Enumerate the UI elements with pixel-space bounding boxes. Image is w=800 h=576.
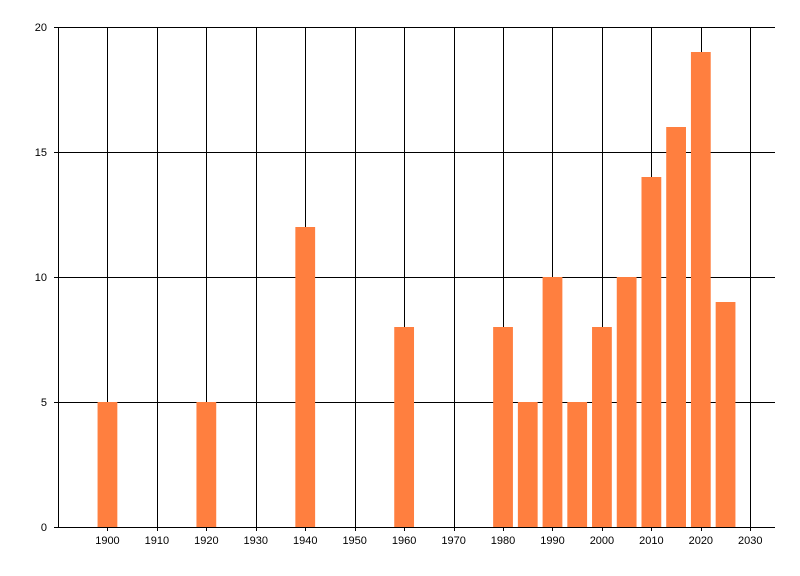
x-tick-label: 1940 (293, 535, 317, 547)
x-tick-label: 1980 (491, 535, 515, 547)
bar-2000 (592, 327, 612, 527)
bar-1985 (517, 402, 538, 527)
x-tick-label: 1910 (145, 535, 169, 547)
axes (54, 27, 775, 528)
x-tick-label: 1960 (392, 535, 416, 547)
x-tick-label: 1920 (194, 535, 218, 547)
bar-1920 (196, 402, 217, 527)
x-tick-label: 1970 (441, 535, 465, 547)
bar-1990 (542, 277, 563, 527)
bars (97, 52, 736, 527)
bar-1960 (394, 327, 415, 527)
bar-1940 (295, 227, 316, 527)
x-tick-label: 2030 (738, 535, 762, 547)
bar-2010 (641, 177, 662, 527)
x-tick-label: 1930 (244, 535, 268, 547)
y-tick-label: 5 (41, 397, 47, 409)
x-tick-label: 1990 (540, 535, 564, 547)
x-tick-label: 2020 (689, 535, 713, 547)
bar-2020 (690, 52, 711, 527)
y-tick-label: 0 (41, 522, 47, 534)
bar-2015 (666, 127, 686, 527)
y-tick-label: 15 (35, 147, 47, 159)
x-tick-label: 2000 (590, 535, 614, 547)
x-tick-label: 1900 (95, 535, 119, 547)
y-tick-label: 10 (35, 272, 47, 284)
x-tick-labels: 1900 1910 1920 1930 1940 1950 1960 1970 1980 1990… (95, 535, 762, 547)
y-tick-labels: 0 5 10 15 20 (35, 22, 47, 534)
bar-2025 (715, 302, 736, 527)
x-tick-label: 2010 (639, 535, 663, 547)
bar-1900 (97, 402, 118, 527)
y-tick-label: 20 (35, 22, 47, 34)
bar-1995 (567, 402, 588, 527)
bar-1980 (493, 327, 513, 527)
bar-2005 (616, 277, 637, 527)
x-tick-label: 1950 (342, 535, 366, 547)
